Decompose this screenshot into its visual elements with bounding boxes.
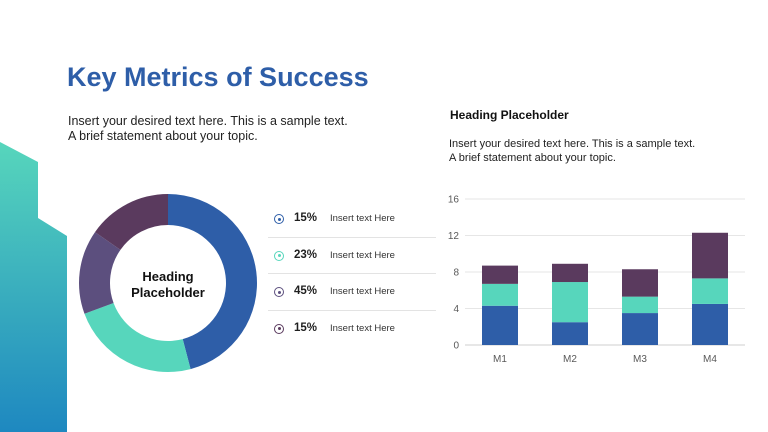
- circle-bullet-icon: [274, 323, 284, 334]
- metric-item: 45% Insert text Here: [268, 274, 436, 311]
- y-tick-label: 4: [453, 304, 459, 315]
- bar-segment: [552, 263, 588, 283]
- y-tick-label: 8: [453, 268, 459, 279]
- bar-segment: [552, 322, 588, 345]
- bar-segment: [482, 265, 518, 284]
- x-tick-label: M1: [493, 354, 507, 365]
- bar-segment: [552, 282, 588, 323]
- y-tick-label: 0: [453, 341, 459, 352]
- metric-item: 23% Insert text Here: [268, 238, 436, 274]
- bar-segment: [622, 313, 658, 345]
- panel-text: Insert your desired text here. This is a…: [449, 137, 695, 165]
- slide-title: Key Metrics of Success: [67, 62, 369, 92]
- donut-center-label-line2: Placeholder: [131, 285, 205, 300]
- circle-bullet-icon: [274, 214, 284, 224]
- metrics-list: 15% Insert text Here 23% Insert text Her…: [268, 201, 436, 347]
- metric-label: Insert text Here: [330, 213, 395, 224]
- circle-bullet-icon: [274, 250, 284, 261]
- bar-segment: [482, 305, 518, 345]
- intro-line-1: Insert your desired text here. This is a…: [68, 114, 348, 128]
- x-tick-label: M3: [633, 354, 647, 365]
- donut-segment: [95, 194, 168, 250]
- donut-chart: Heading Placeholder: [78, 194, 258, 372]
- metric-percent: 15%: [294, 212, 318, 224]
- metric-item: 15% Insert text Here: [268, 201, 436, 238]
- metric-percent: 15%: [294, 321, 318, 334]
- metric-percent: 45%: [294, 285, 318, 297]
- panel-heading: Heading Placeholder: [450, 108, 569, 122]
- circle-bullet-icon: [274, 287, 284, 297]
- stacked-bar-chart: 0 4 8 12 16 M1 M2 M3 M4: [448, 195, 745, 365]
- bar-segment: [622, 296, 658, 314]
- panel-text-line-2: A brief statement about your topic.: [449, 152, 616, 164]
- intro-text: Insert your desired text here. This is a…: [68, 114, 348, 144]
- bar-segment: [622, 269, 658, 297]
- donut-center-label-line1: Heading: [142, 269, 193, 284]
- donut-segment: [168, 194, 258, 370]
- y-tick-label: 16: [448, 195, 460, 206]
- bar-segment: [692, 303, 728, 345]
- bar-segment: [692, 278, 728, 304]
- x-tick-label: M4: [703, 354, 717, 365]
- bar-segment: [692, 232, 728, 279]
- intro-line-2: A brief statement about your topic.: [68, 129, 258, 143]
- y-tick-label: 12: [448, 231, 460, 242]
- decorative-side-shape: [0, 142, 67, 432]
- metric-label: Insert text Here: [330, 249, 395, 261]
- x-tick-label: M2: [563, 354, 577, 365]
- panel-text-line-1: Insert your desired text here. This is a…: [449, 138, 696, 150]
- donut-segment: [84, 303, 191, 372]
- metric-label: Insert text Here: [330, 322, 395, 334]
- metric-percent: 23%: [294, 248, 318, 261]
- metric-label: Insert text Here: [330, 286, 395, 297]
- donut-segment: [78, 232, 121, 314]
- bar-segment: [482, 283, 518, 306]
- metric-item: 15% Insert text Here: [268, 311, 436, 348]
